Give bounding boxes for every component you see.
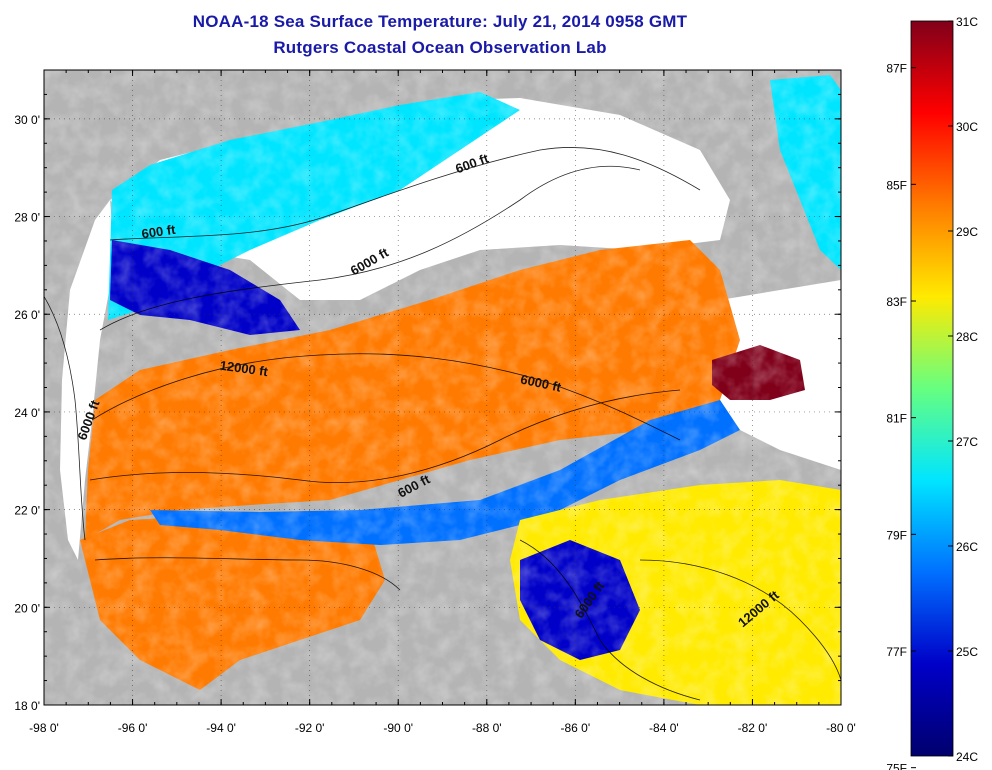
axis-ticks <box>43 69 842 706</box>
lat-tick-label: 26 0' <box>14 308 40 322</box>
colorbar-celsius-label: 30C <box>956 120 978 134</box>
colorbar-ticks <box>911 20 953 769</box>
lat-tick-label: 30 0' <box>14 113 40 127</box>
contour-label: 12000 ft <box>219 358 270 380</box>
longitude-axis-labels: -98 0' -96 0' -94 0' -92 0' -90 0' -88 0' -86 … <box>29 721 856 735</box>
colorbar-celsius-label: 25C <box>956 645 978 659</box>
lat-tick-label: 28 0' <box>14 211 40 225</box>
colorbar-celsius-label: 26C <box>956 540 978 554</box>
chart-title: NOAA-18 Sea Surface Temperature: July 21… <box>192 12 688 31</box>
colorbar-fahrenheit-label: 81F <box>886 412 907 426</box>
colorbar-fahrenheit-label: 87F <box>886 62 907 76</box>
graticule <box>44 70 841 705</box>
lat-tick-label: 24 0' <box>14 406 40 420</box>
lon-tick-label: -88 0' <box>472 721 502 735</box>
colorbar-celsius-label: 27C <box>956 435 978 449</box>
texture-overlay <box>44 70 841 705</box>
contour-label: 600 ft <box>141 222 177 242</box>
lon-tick-label: -90 0' <box>383 721 413 735</box>
colorbar-celsius-label: 29C <box>956 225 978 239</box>
lon-tick-label: -82 0' <box>738 721 768 735</box>
colorbar-fahrenheit-label: 85F <box>886 178 907 192</box>
colorbar-celsius-labels: 31C 30C 29C 28C 27C 26C 25C 24C <box>956 15 978 764</box>
lon-tick-label: -96 0' <box>118 721 148 735</box>
lon-tick-label: -98 0' <box>29 721 59 735</box>
lon-tick-label: -84 0' <box>649 721 679 735</box>
lat-tick-label: 20 0' <box>14 601 40 615</box>
colorbar-celsius-label: 31C <box>956 15 978 29</box>
lat-tick-label: 22 0' <box>14 504 40 518</box>
lon-tick-label: -80 0' <box>826 721 856 735</box>
colorbar-fahrenheit-labels: 87F 85F 83F 81F 79F 77F 75F <box>886 62 907 770</box>
lon-tick-label: -86 0' <box>561 721 591 735</box>
colorbar-fahrenheit-label: 83F <box>886 295 907 309</box>
colorbar-fahrenheit-label: 79F <box>886 528 907 542</box>
latitude-axis-labels: 30 0' 28 0' 26 0' 24 0' 22 0' 20 0' 18 0' <box>14 113 40 713</box>
lat-tick-label: 18 0' <box>14 699 40 713</box>
colorbar-fahrenheit-label: 75F <box>886 762 907 770</box>
colorbar <box>910 20 954 757</box>
colorbar-fahrenheit-label: 77F <box>886 645 907 659</box>
colorbar-celsius-label: 24C <box>956 750 978 764</box>
lon-tick-label: -94 0' <box>206 721 236 735</box>
lon-tick-label: -92 0' <box>295 721 325 735</box>
bathymetry-contours <box>44 147 841 701</box>
colorbar-celsius-label: 28C <box>956 330 978 344</box>
chart-subtitle: Rutgers Coastal Ocean Observation Lab <box>273 38 607 57</box>
